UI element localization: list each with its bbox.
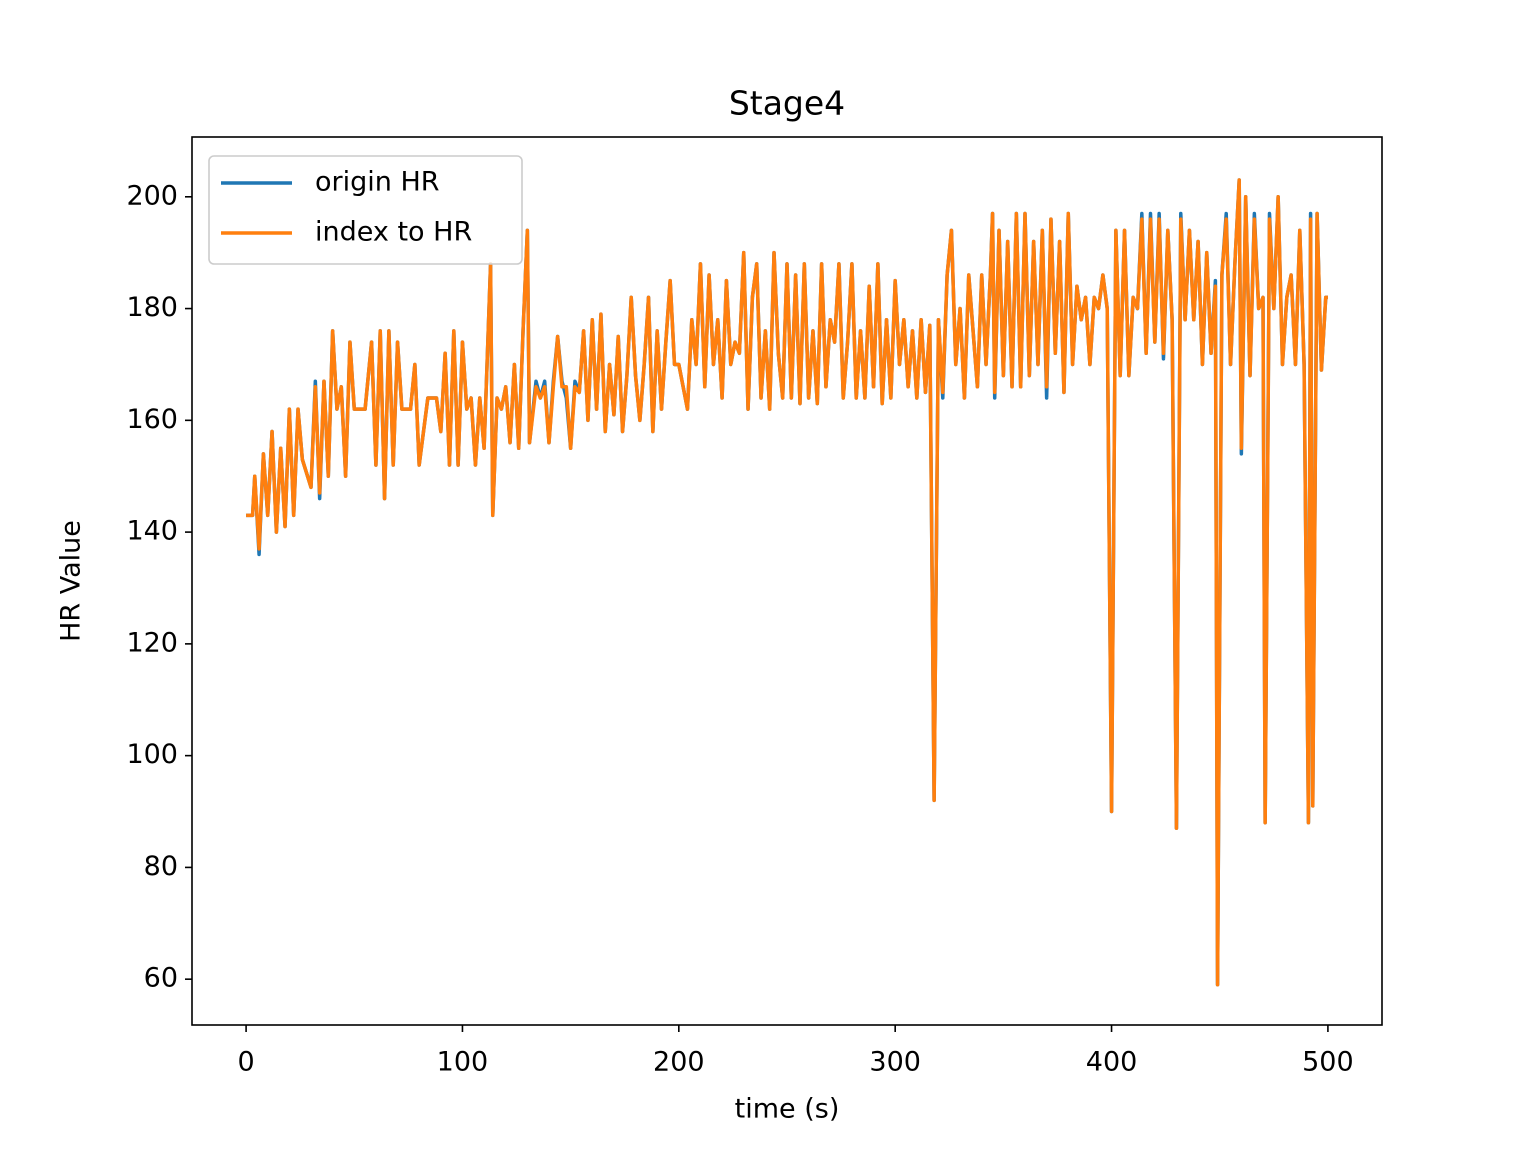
x-tick-label: 0 [237,1047,254,1078]
legend-label: origin HR [315,167,440,198]
x-tick-label: 300 [869,1047,921,1078]
chart-title: Stage4 [729,84,845,123]
plot-frame [191,136,1383,1026]
y-tick-label: 60 [144,963,178,994]
x-tick-label: 500 [1302,1047,1354,1078]
y-tick-label: 180 [126,292,178,323]
y-tick-label: 80 [144,851,178,882]
x-tick-label: 100 [437,1047,489,1078]
x-tick-label: 200 [653,1047,705,1078]
y-axis-label: HR Value [56,520,87,642]
y-tick-label: 100 [126,739,178,770]
legend-label: index to HR [315,217,472,248]
y-tick-label: 120 [126,627,178,658]
x-axis-label: time (s) [735,1094,840,1125]
x-tick-label: 400 [1086,1047,1138,1078]
y-tick-label: 200 [126,180,178,211]
y-tick-label: 160 [126,404,178,435]
series-line [246,178,1328,987]
y-tick-label: 140 [126,516,178,547]
